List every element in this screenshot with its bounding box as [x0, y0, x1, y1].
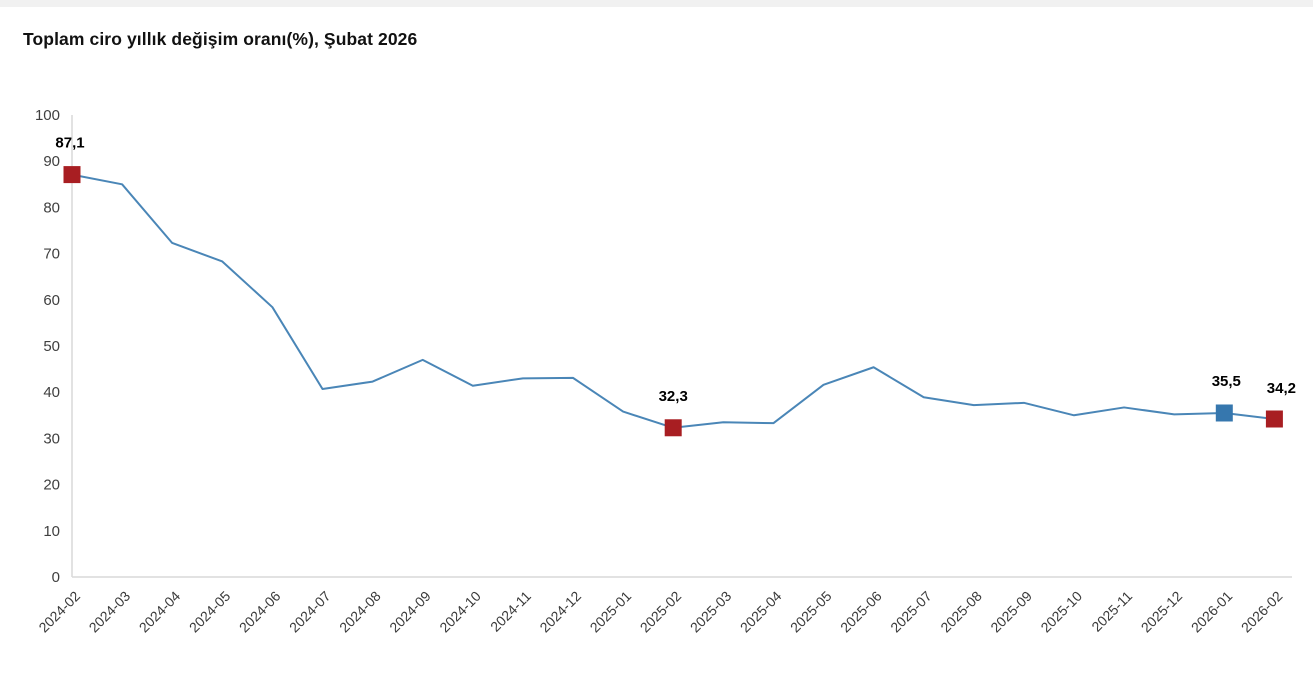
- x-axis-tick-label: 2025-06: [837, 588, 885, 636]
- x-axis-tick-label: 2025-12: [1138, 588, 1186, 636]
- x-axis-tick-label: 2025-07: [887, 588, 935, 636]
- x-axis-tick-label: 2024-06: [236, 588, 284, 636]
- marker-2024-02: [63, 166, 81, 184]
- x-axis-tick-label: 2024-04: [136, 588, 184, 636]
- x-axis-tick-label: 2025-03: [687, 588, 735, 636]
- y-axis-tick-label: 40: [43, 384, 60, 401]
- y-axis-tick-label: 20: [43, 477, 60, 494]
- point-label-2025-02: 32,3: [659, 388, 688, 405]
- point-label-2026-02: 34,2: [1267, 380, 1296, 397]
- x-axis-tick-label: 2024-08: [336, 588, 384, 636]
- point-label-2024-02: 87,1: [55, 135, 84, 152]
- marker-2026-02: [1265, 410, 1283, 428]
- y-axis-tick-label: 30: [43, 430, 60, 447]
- x-axis-tick-label: 2025-09: [987, 588, 1035, 636]
- x-axis-tick-label: 2024-07: [286, 588, 334, 636]
- y-axis-tick-label: 60: [43, 292, 60, 309]
- x-axis-tick-label: 2025-10: [1037, 588, 1085, 636]
- y-axis-tick-label: 100: [35, 107, 60, 124]
- marker-2025-02: [664, 419, 682, 437]
- x-axis-tick-label: 2026-02: [1238, 588, 1286, 636]
- x-axis-tick-label: 2025-04: [737, 588, 785, 636]
- chart-title: Toplam ciro yıllık değişim oranı(%), Şub…: [23, 29, 418, 49]
- marker-2026-01: [1215, 404, 1233, 422]
- y-axis-tick-label: 10: [43, 523, 60, 540]
- x-axis-tick-label: 2024-09: [386, 588, 434, 636]
- page-top-strip: [0, 0, 1313, 7]
- x-axis-tick-label: 2025-11: [1088, 588, 1135, 635]
- x-axis-tick-label: 2024-02: [35, 588, 83, 636]
- x-axis-tick-label: 2026-01: [1188, 588, 1236, 636]
- x-axis-tick-label: 2025-02: [637, 588, 685, 636]
- y-axis-tick-label: 0: [52, 569, 60, 586]
- x-axis-tick-label: 2025-05: [787, 588, 835, 636]
- y-axis-tick-label: 70: [43, 246, 60, 263]
- x-axis-tick-label: 2024-10: [436, 588, 484, 636]
- x-axis-tick-label: 2024-11: [487, 588, 534, 635]
- x-axis-tick-label: 2024-05: [186, 588, 234, 636]
- x-axis-tick-label: 2024-03: [86, 588, 134, 636]
- y-axis-tick-label: 80: [43, 199, 60, 216]
- y-axis-tick-label: 50: [43, 338, 60, 355]
- x-axis-tick-label: 2025-01: [587, 588, 635, 636]
- point-label-2026-01: 35,5: [1212, 373, 1241, 390]
- y-axis-tick-label: 90: [43, 153, 60, 170]
- x-axis-tick-label: 2024-12: [536, 588, 584, 636]
- x-axis-tick-label: 2025-08: [937, 588, 985, 636]
